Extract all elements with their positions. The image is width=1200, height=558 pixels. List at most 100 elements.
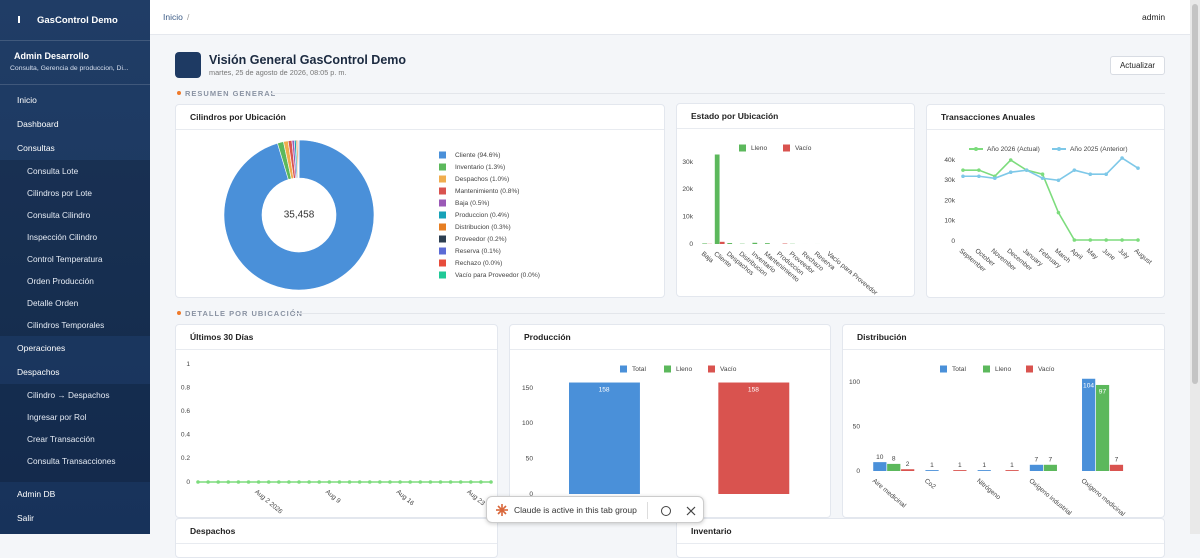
nav-subitem[interactable]: Detalle Orden [27, 292, 150, 314]
bar [720, 242, 725, 244]
legend-label: Año 2026 (Actual) [987, 146, 1040, 153]
nav-subitem[interactable]: Orden Producción [27, 270, 150, 292]
series-point [977, 174, 981, 178]
legend-swatch [439, 224, 446, 231]
legend-swatch [1026, 366, 1033, 373]
nav-subitem[interactable]: Ingresar por Rol [27, 406, 150, 428]
nav-subitem[interactable]: Inspección Cilindro [27, 226, 150, 248]
page: GasControl Demo Admin Desarrollo Consult… [0, 0, 1200, 534]
series-point [358, 480, 362, 484]
chart-card: Despachos [175, 518, 498, 558]
legend-swatch [439, 176, 446, 183]
y-tick-label: 10k [944, 218, 955, 225]
nav-item[interactable]: Admin DB [0, 482, 150, 506]
nav-subitem[interactable]: Consulta Cilindro [27, 204, 150, 226]
series-point [388, 480, 392, 484]
breadcrumb-sep: / [187, 12, 189, 22]
bar-value: 7 [1048, 457, 1052, 464]
y-tick-label: 20k [682, 186, 693, 193]
user[interactable]: admin [1142, 12, 1165, 22]
series-line [963, 160, 1138, 240]
series-point [977, 168, 981, 172]
x-tick-label: Aug 9 [324, 489, 342, 506]
series-point [479, 480, 483, 484]
legend-swatch [739, 145, 746, 152]
bar-value: 10 [876, 454, 884, 461]
x-tick-label: Aug 23 [465, 489, 486, 508]
nav-subitem[interactable]: Control Temperatura [27, 248, 150, 270]
legend-swatch [664, 366, 671, 373]
series-point [348, 480, 352, 484]
legend-swatch [983, 366, 990, 373]
nav-item[interactable]: Despachos [0, 360, 150, 384]
x-tick-label: May [1085, 248, 1100, 262]
bar [887, 464, 900, 471]
series-point [338, 480, 342, 484]
series-point [206, 480, 210, 484]
y-tick-label: 0.6 [181, 408, 190, 415]
bar-value: 1 [930, 462, 934, 469]
nav-subitem[interactable]: Cilindros por Lote [27, 182, 150, 204]
y-tick-label: 10k [682, 213, 693, 220]
bar [1082, 379, 1095, 471]
nav-item[interactable]: Inicio [0, 88, 150, 112]
x-tick-label: Vacío para Proveedor [825, 251, 879, 297]
bar [901, 469, 914, 471]
bar [1005, 470, 1018, 471]
brand: GasControl Demo [37, 15, 118, 26]
bar-value: 7 [1035, 457, 1039, 464]
nav-item[interactable]: Salir [0, 506, 150, 530]
series-point [368, 480, 372, 484]
y-tick-label: 40k [944, 157, 955, 164]
nav-subitem[interactable]: Cilindro → Despachos [27, 384, 150, 406]
bar [1030, 465, 1043, 471]
section-rule [270, 93, 1165, 94]
legend-label: Despachos (1.0%) [455, 176, 509, 183]
series-point [408, 480, 412, 484]
chart: Cliente (94.6%)Inventario (1.3%)Despacho… [176, 130, 665, 298]
bar-value: 8 [892, 456, 896, 463]
scroll-thumb[interactable] [1192, 4, 1198, 384]
legend-swatch [439, 236, 446, 243]
x-tick-label: Aire medicinal [871, 478, 908, 510]
series-point [227, 480, 231, 484]
legend-swatch [439, 188, 446, 195]
nav-item[interactable]: Dashboard [0, 112, 150, 136]
nav-item[interactable]: Consultas [0, 136, 150, 160]
series-point [1104, 238, 1108, 242]
bar [953, 470, 966, 471]
card-title: Distribución [843, 325, 1164, 350]
x-tick-label: June [1101, 248, 1117, 263]
y-tick-label: 0 [689, 241, 693, 248]
nav-subitem[interactable]: Cilindros Temporales [27, 314, 150, 336]
legend-label: Distribucion (0.3%) [455, 224, 511, 231]
page-date: martes, 25 de agosto de 2026, 08:05 p. m… [209, 68, 347, 77]
legend-swatch [708, 366, 715, 373]
x-tick-label: Aug 2 2026 [253, 489, 284, 516]
header-icon [175, 52, 201, 78]
refresh-button[interactable]: Actualizar [1110, 56, 1165, 75]
y-tick-label: 100 [849, 379, 860, 386]
y-tick-label: 30k [682, 159, 693, 166]
legend-label: Total [632, 366, 646, 373]
nav-subitem[interactable]: Consulta Transacciones [27, 450, 150, 472]
series-point [237, 480, 241, 484]
x-tick-label: Co2 [923, 478, 937, 491]
bar [873, 462, 886, 471]
legend-swatch [439, 200, 446, 207]
close-icon[interactable] [686, 506, 696, 516]
nav-subitem[interactable]: Consulta Lote [27, 160, 150, 182]
divider [0, 40, 150, 41]
chat-icon[interactable] [660, 505, 672, 517]
breadcrumb[interactable]: Inicio [163, 12, 183, 22]
nav-subitem[interactable]: Crear Transacción [27, 428, 150, 450]
nav-item[interactable]: Operaciones [0, 336, 150, 360]
card-title: Estado por Ubicación [677, 104, 914, 129]
series-point [449, 480, 453, 484]
